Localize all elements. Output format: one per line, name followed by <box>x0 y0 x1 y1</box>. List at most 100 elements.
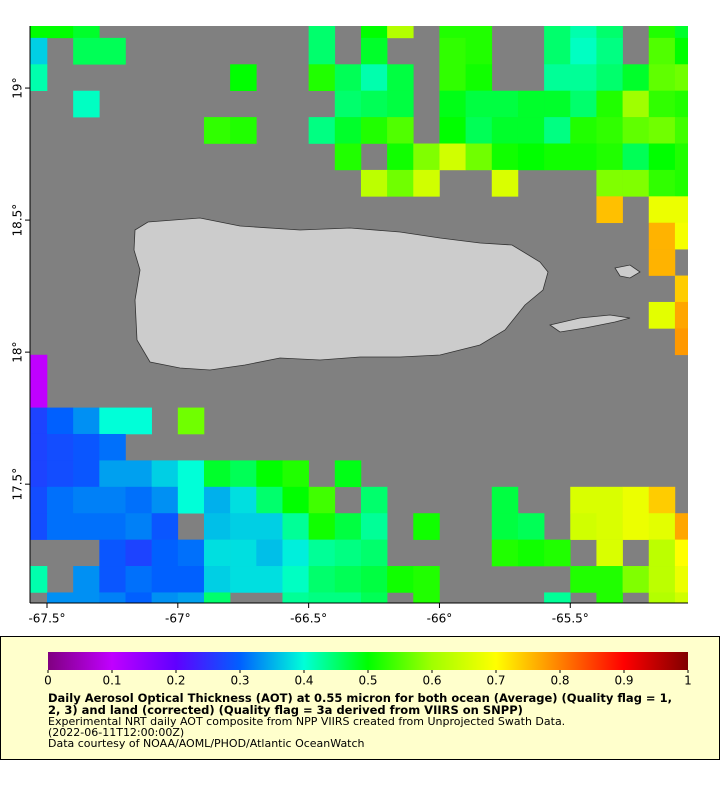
aot-cell <box>47 486 74 514</box>
x-tick-label: -65.5° <box>552 612 589 626</box>
land <box>133 217 641 371</box>
colorbar-tick-label: 0.9 <box>614 674 633 688</box>
aot-cell <box>648 222 676 250</box>
aot-cell <box>177 539 205 567</box>
caption-note: Data courtesy of NOAA/AOML/PHOD/Atlantic… <box>48 737 365 750</box>
aot-cell <box>674 539 688 567</box>
aot-cell <box>47 407 74 435</box>
aot-cell <box>282 486 309 514</box>
aot-cell <box>491 117 519 144</box>
aot-cell <box>648 592 676 603</box>
aot-cell <box>47 460 74 488</box>
aot-cell <box>439 143 466 171</box>
aot-cell <box>648 301 676 329</box>
aot-cell <box>570 486 597 514</box>
aot-cell <box>674 64 688 91</box>
aot-cell <box>203 460 231 488</box>
aot-cell <box>674 26 688 39</box>
aot-cell <box>177 407 205 435</box>
aot-cell <box>674 117 688 144</box>
x-tick-label: -67° <box>165 612 191 626</box>
aot-cell <box>596 592 623 603</box>
aot-cell <box>308 539 336 567</box>
aot-cell <box>465 90 493 118</box>
aot-cell <box>413 592 440 603</box>
aot-cell <box>99 407 126 435</box>
aot-cell <box>622 90 650 118</box>
aot-cell <box>491 513 519 540</box>
aot-cell <box>387 90 414 118</box>
aot-cell <box>674 566 688 593</box>
aot-cell <box>570 37 597 65</box>
aot-cell <box>596 143 623 171</box>
aot-cell <box>596 37 623 65</box>
aot-cell <box>203 566 231 593</box>
aot-cell <box>439 64 466 91</box>
aot-cell <box>73 433 100 461</box>
aot-cell <box>151 566 179 593</box>
aot-cell <box>360 486 388 514</box>
aot-cell <box>648 64 676 91</box>
aot-cell <box>360 26 388 39</box>
aot-cell <box>308 117 336 144</box>
aot-cell <box>674 301 688 329</box>
aot-cell <box>439 37 466 65</box>
aot-cell <box>648 169 676 197</box>
aot-cell <box>596 513 623 540</box>
aot-cell <box>596 539 623 567</box>
aot-cell <box>360 169 388 197</box>
aot-cell <box>203 117 231 144</box>
aot-cell <box>73 37 100 65</box>
aot-cell <box>73 407 100 435</box>
aot-cell <box>282 460 309 488</box>
aot-cell <box>334 460 362 488</box>
aot-cell <box>544 592 571 603</box>
culebra <box>614 264 641 279</box>
aot-cell <box>308 37 336 65</box>
aot-cell <box>465 26 493 39</box>
aot-cell <box>282 513 309 540</box>
aot-cell <box>151 539 179 567</box>
aot-cell <box>517 117 545 144</box>
aot-cell <box>622 143 650 171</box>
aot-cell <box>99 486 126 514</box>
aot-cell <box>622 169 650 197</box>
aot-cell <box>334 566 362 593</box>
aot-cell <box>177 486 205 514</box>
aot-cell <box>230 64 257 91</box>
caption-note: (2022-06-11T12:00:00Z) <box>48 726 185 739</box>
aot-cell <box>334 513 362 540</box>
aot-cell <box>256 539 283 567</box>
aot-cell <box>544 64 571 91</box>
aot-cell <box>125 539 152 567</box>
colorbar-tick-label: 0.5 <box>358 674 377 688</box>
aot-cell <box>308 486 336 514</box>
aot-cell <box>491 539 519 567</box>
aot-cell <box>73 566 100 593</box>
aot-cell <box>570 513 597 540</box>
aot-cell <box>360 90 388 118</box>
aot-cell <box>230 117 257 144</box>
aot-cell <box>256 486 283 514</box>
aot-cell <box>47 592 74 603</box>
aot-cell <box>648 143 676 171</box>
aot-cell <box>30 26 48 39</box>
aot-cell <box>30 381 48 408</box>
aot-cell <box>282 592 309 603</box>
aot-cell <box>282 539 309 567</box>
aot-cell <box>465 37 493 65</box>
aot-cell <box>674 513 688 540</box>
aot-cell <box>387 64 414 91</box>
aot-cell <box>360 566 388 593</box>
aot-cell <box>360 37 388 65</box>
aot-cell <box>30 433 48 461</box>
aot-cell <box>622 117 650 144</box>
aot-cell <box>360 539 388 567</box>
aot-cell <box>334 64 362 91</box>
colorbar-tick-label: 0.2 <box>166 674 185 688</box>
aot-cell <box>360 117 388 144</box>
aot-cell <box>570 143 597 171</box>
vieques <box>549 314 631 333</box>
